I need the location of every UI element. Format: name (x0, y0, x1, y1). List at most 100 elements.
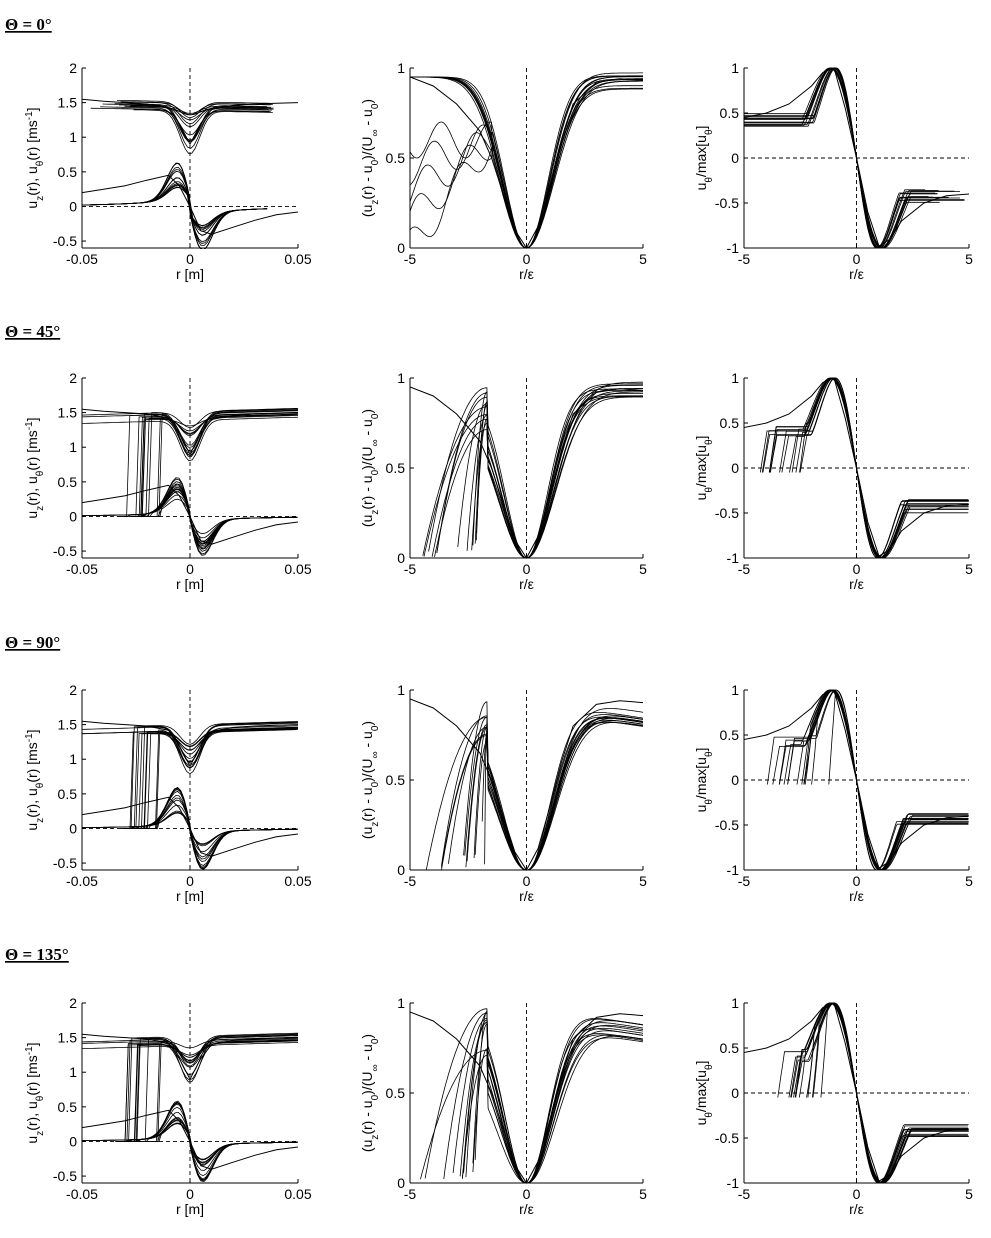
profile-line-8 (129, 412, 298, 517)
panel-velocity-vs-r-row1: -0.05 0 0.05 -0.5 0 0.5 1 1.5 2 r [m] uz(r), uθ(r)… (24, 370, 312, 592)
x-tick-label: -0.05 (66, 873, 98, 889)
profile-line-6 (138, 408, 298, 517)
profile-line-6 (131, 721, 298, 829)
profile-line-12 (474, 1010, 643, 1184)
y-tick-label: -0.5 (53, 233, 77, 249)
profile-line-14 (131, 415, 298, 517)
y-tick-label: -0.5 (53, 543, 77, 559)
profile-line-8 (129, 728, 298, 829)
series-line-0 (410, 1011, 643, 1184)
panel-velocity-vs-r-row3: -0.05 0 0.05 -0.5 0 0.5 1 1.5 2 r [m] uz(r), uθ(r)… (24, 995, 312, 1217)
profile-line-11 (464, 716, 643, 871)
profile-line-4 (82, 722, 298, 762)
y-tick-label: -0.5 (715, 817, 739, 833)
x-tick-label: -5 (738, 561, 751, 577)
series-line-0 (82, 1033, 298, 1081)
series-group (410, 1008, 643, 1184)
x-axis-label: r/ε (849, 266, 864, 282)
y-tick-label: 1 (397, 370, 405, 386)
y-tick-label: -0.5 (715, 505, 739, 521)
x-tick-label: -0.05 (66, 251, 98, 267)
y-tick-label: 0 (397, 862, 405, 878)
profile-line-27 (138, 787, 298, 870)
panel-velocity-vs-r-row2: -0.05 0 0.05 -0.5 0 0.5 1 1.5 2 r [m] uz(r), uθ(r)… (24, 682, 312, 904)
profile-line-13 (422, 388, 643, 559)
y-tick-label: 1 (69, 1064, 77, 1080)
profile-line-2 (82, 416, 298, 462)
profile-line-12 (828, 690, 969, 871)
profile-line-10 (472, 1024, 643, 1184)
profile-line-26 (146, 1040, 298, 1142)
x-axis-label: r/ε (849, 1201, 864, 1217)
x-tick-label: 0 (186, 561, 194, 577)
y-tick-label: 0.5 (58, 474, 78, 490)
x-tick-label: -5 (404, 561, 417, 577)
series-line-0 (82, 98, 298, 146)
y-axis-label: (uz(r) - u0)/(U∞ - u0) (359, 99, 381, 217)
y-tick-label: 0.5 (58, 164, 78, 180)
profile-line-1 (462, 1021, 643, 1184)
profile-line-12 (436, 395, 643, 559)
profile-line-18 (117, 1035, 298, 1142)
x-tick-label: 5 (965, 251, 973, 267)
x-axis-label: r/ε (519, 1201, 534, 1217)
y-tick-label: 0.5 (386, 150, 406, 166)
panel-normalized-azimuthal-velocity-row1: -5 0 5 -1 -0.5 0 0.5 1 r/ε uθ/max[uθ] (693, 370, 973, 592)
y-tick-label: 1 (69, 129, 77, 145)
x-tick-label: -5 (738, 1186, 751, 1202)
y-axis-label: (uz(r) - u0)/(U∞ - u0) (359, 409, 381, 527)
x-axis-label: r/ε (519, 266, 534, 282)
y-tick-label: 1 (731, 370, 739, 386)
y-axis-label: uz(r), uθ(r) [ms-1] (24, 417, 46, 518)
profile-line-12 (126, 1040, 298, 1142)
x-tick-label: 5 (639, 1186, 647, 1202)
x-tick-label: -5 (738, 873, 751, 889)
profile-line-12 (121, 108, 271, 136)
x-tick-label: 0 (523, 873, 531, 889)
panel-normalized-azimuthal-velocity-row2: -5 0 5 -1 -0.5 0 0.5 1 r/ε uθ/max[uθ] (693, 682, 973, 904)
panel-velocity-vs-r-row0: -0.05 0 0.05 -0.5 0 0.5 1 1.5 2 r [m] uz(r), uθ(r)… (24, 60, 312, 282)
y-tick-label: -0.5 (715, 195, 739, 211)
panel-normalized-axial-velocity-row1: -5 0 500.51r/ε(uz(r) - u0)/(U∞ - u0) (359, 370, 647, 592)
profile-line-22 (126, 728, 298, 829)
y-tick-label: 0.5 (58, 1099, 78, 1115)
profile-line-9 (744, 67, 965, 249)
profile-line-6 (124, 1039, 298, 1142)
profile-line-10 (801, 689, 969, 871)
y-tick-label: 1.5 (58, 717, 78, 733)
y-axis-label: uz(r), uθ(r) [ms-1] (24, 107, 46, 208)
y-tick-label: 1 (731, 60, 739, 76)
profile-line-10 (473, 712, 643, 871)
series-group (410, 381, 643, 559)
y-tick-label: 0.5 (386, 1085, 406, 1101)
profile-line-13 (807, 1002, 969, 1184)
profile-line-2 (744, 67, 965, 249)
series-line-1 (82, 796, 298, 857)
y-axis-label: uθ/max[uθ] (693, 126, 715, 191)
series-line-1 (82, 174, 298, 235)
y-tick-label: 2 (69, 60, 77, 76)
x-tick-label: 0 (523, 561, 531, 577)
series-line-0 (410, 386, 643, 559)
y-tick-label: 1 (397, 60, 405, 76)
series-group (744, 377, 969, 559)
y-tick-label: 0.5 (58, 786, 78, 802)
x-axis-label: r [m] (176, 1201, 204, 1217)
profile-line-12 (425, 716, 643, 871)
row-heading-0: Θ = 0° (5, 15, 52, 34)
profile-line-18 (131, 409, 298, 517)
profile-line-20 (145, 725, 298, 829)
x-axis-label: r/ε (849, 576, 864, 592)
profile-line-13 (778, 689, 969, 871)
profile-line-12 (132, 412, 298, 517)
series-group (410, 72, 643, 249)
y-tick-label: 1 (69, 751, 77, 767)
x-tick-label: -0.05 (66, 1186, 98, 1202)
y-tick-label: -0.5 (715, 1130, 739, 1146)
x-tick-label: 5 (639, 561, 647, 577)
profile-line-9 (420, 1030, 643, 1184)
profile-line-24 (124, 722, 298, 829)
profile-line-7 (472, 390, 643, 559)
x-axis-label: r/ε (519, 576, 534, 592)
row-heading-2: Θ = 90° (5, 633, 60, 652)
